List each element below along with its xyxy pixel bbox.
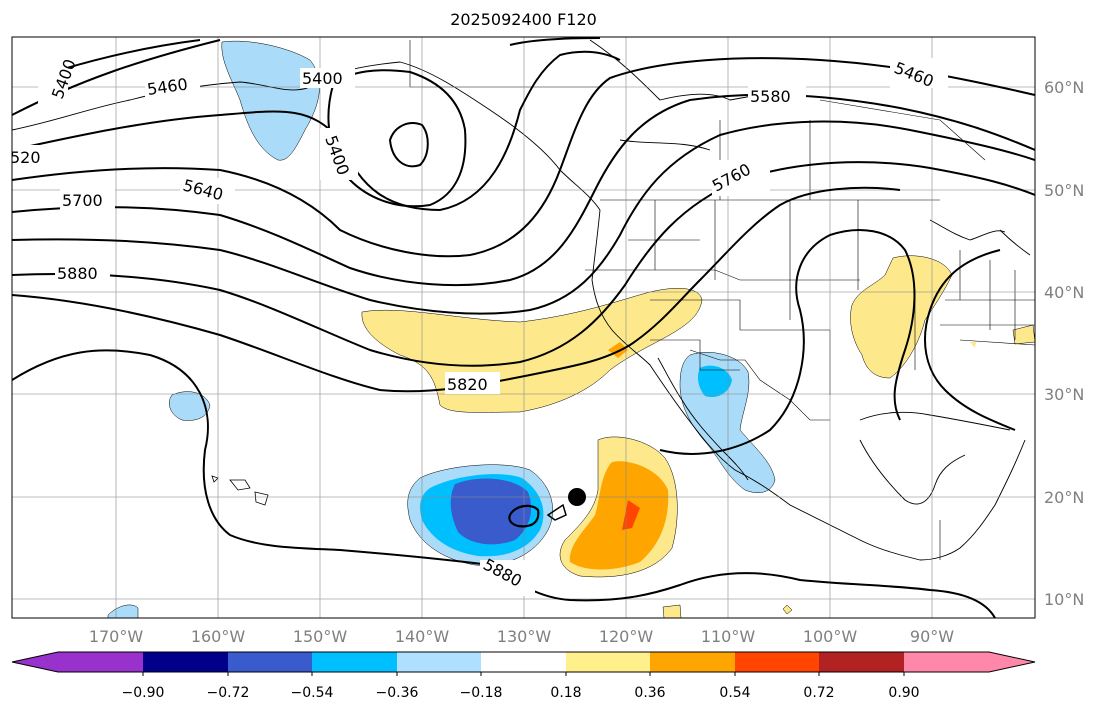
colorbar-segment: [650, 652, 736, 672]
contour-label: 5700: [62, 191, 103, 210]
contour-label: 520: [10, 148, 41, 167]
colorbar-tick-label: −0.90: [122, 685, 165, 701]
blue-anomaly-pacific-west: [407, 464, 553, 566]
lat-label: 10°N: [1044, 590, 1084, 609]
colorbar-extend-low: [12, 652, 58, 672]
latitude-labels: 60°N 50°N 40°N 30°N 20°N 10°N: [1044, 78, 1084, 609]
lon-label: 110°W: [701, 627, 756, 646]
colorbar: [11, 651, 1036, 676]
colorbar-tick-labels: −0.90 −0.72 −0.54 −0.36 −0.18 0.18 0.36 …: [122, 685, 920, 701]
contour-label: 5580: [750, 87, 791, 106]
colorbar-tick-label: 0.54: [719, 685, 750, 701]
colorbar-tick-label: −0.36: [376, 685, 419, 701]
colorbar-tick-label: −0.72: [207, 685, 250, 701]
colorbar-segment: [566, 652, 651, 672]
map-area: 5400 5460 5400 5400 520 5640 5700 5880 5…: [10, 37, 1035, 618]
blue-anomaly-gulf-california: [679, 352, 776, 493]
longitude-labels: 170°W 160°W 150°W 140°W 130°W 120°W 110°…: [89, 627, 954, 646]
colorbar-segment: [735, 652, 820, 672]
lat-label: 30°N: [1044, 385, 1084, 404]
height-contours: [12, 37, 1035, 618]
colorbar-segment: [312, 652, 398, 672]
islands: [211, 475, 269, 506]
colorbar-extend-high: [989, 652, 1035, 672]
contour-label: 5820: [447, 375, 488, 394]
blue-anomaly-gulf-alaska: [221, 40, 320, 161]
colorbar-tick-label: 0.90: [888, 685, 919, 701]
colorbar-segment: [58, 652, 144, 672]
lon-label: 170°W: [89, 627, 144, 646]
contour-labels: 5400 5460 5400 5400 520 5640 5700 5880 5…: [10, 57, 948, 596]
contour-label: 5880: [57, 264, 98, 283]
lat-label: 50°N: [1044, 181, 1084, 200]
colorbar-segment: [397, 652, 482, 672]
lat-label: 40°N: [1044, 283, 1084, 302]
colorbar-segment: [143, 652, 229, 672]
colorbar-tick-label: 0.18: [550, 685, 581, 701]
colorbar-segment: [228, 652, 313, 672]
colorbar-segment: [819, 652, 905, 672]
lon-label: 150°W: [293, 627, 348, 646]
graticule: [12, 37, 1035, 618]
lat-label: 60°N: [1044, 78, 1084, 97]
lat-label: 20°N: [1044, 488, 1084, 507]
lon-label: 120°W: [599, 627, 654, 646]
colorbar-outline: [11, 651, 1036, 673]
lon-label: 140°W: [395, 627, 450, 646]
colorbar-tick-label: 0.72: [803, 685, 834, 701]
colorbar-tick-label: 0.36: [634, 685, 665, 701]
storm-center-marker: [568, 488, 586, 506]
colorbar-segment: [481, 652, 567, 672]
lon-label: 90°W: [910, 627, 954, 646]
blue-anomaly-hawaii-north: [107, 391, 211, 618]
colorbar-segment: [904, 652, 990, 672]
map-title: 2025092400 F120: [450, 10, 597, 29]
colorbar-tick-label: −0.18: [460, 685, 503, 701]
map-frame: [11, 36, 1036, 619]
lon-label: 100°W: [803, 627, 858, 646]
yellow-anomaly-central-us: [850, 255, 1035, 379]
orange-anomaly-mexico-pacific: [569, 461, 669, 570]
lon-label: 160°W: [191, 627, 246, 646]
contour-label: 5400: [302, 69, 343, 88]
colorbar-tick-label: −0.54: [291, 685, 334, 701]
lon-label: 130°W: [497, 627, 552, 646]
